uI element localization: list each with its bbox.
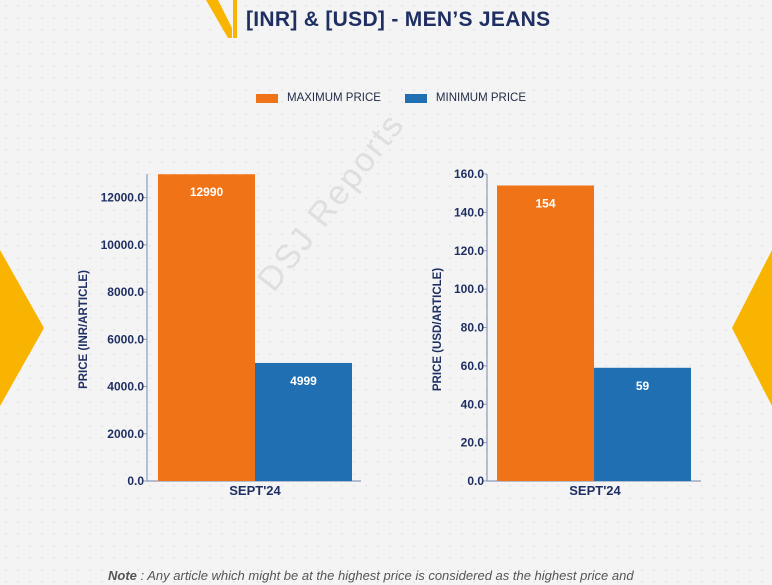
y-tick-label: 80.0: [461, 321, 485, 335]
y-tick-label: 100.0: [454, 282, 484, 296]
bar-max: [158, 174, 255, 482]
x-category-label: SEPT'24: [229, 483, 281, 498]
bar-value-label: 12990: [190, 185, 224, 199]
x-category-label: SEPT'24: [569, 483, 621, 498]
chart-2: 0.0 20.0 40.0 60.0 80.0 100.0 120.0 140.0 160.0 P…: [432, 167, 701, 498]
y-tick-label: 40.0: [461, 397, 485, 411]
bar-min: [594, 367, 691, 481]
footnote-text: : Any article which might be at the high…: [136, 568, 634, 583]
y-tick-label: 4000.0: [107, 380, 144, 394]
legend: MAXIMUM PRICE MINIMUM PRICE: [256, 90, 550, 106]
y-tick-label: 0.0: [127, 474, 144, 488]
y-tick-label: 60.0: [461, 359, 485, 373]
y-tick-label: 160.0: [454, 167, 484, 181]
legend-label-min: MINIMUM PRICE: [435, 92, 527, 104]
right-decorative-chevron: [732, 250, 772, 406]
legend-swatch-min: [404, 93, 427, 103]
legend-item-min: MINIMUM PRICE: [404, 92, 527, 104]
y-tick-label: 2000.0: [107, 427, 144, 441]
y-tick-label: 140.0: [454, 205, 484, 219]
footnote: Note : Any article which might be at the…: [108, 568, 634, 583]
chart-1: 0.0 2000.0 4000.0 6000.0 8000.0 10000.0 12000.…: [78, 174, 361, 498]
y-tick-label: 0.0: [467, 474, 484, 488]
footnote-label: Note: [108, 568, 137, 583]
legend-swatch-max: [256, 93, 278, 103]
y-tick-label: 120.0: [454, 244, 484, 258]
y-tick-label: 10000.0: [101, 238, 145, 252]
y-axis-label: PRICE (USD/ARTICLE): [432, 268, 444, 391]
bar-max: [497, 185, 594, 481]
y-tick-label: 8000.0: [107, 285, 144, 299]
y-tick-label: 6000.0: [107, 332, 144, 346]
bar-value-label: 59: [636, 379, 650, 393]
left-decorative-chevron: [0, 250, 44, 406]
page-title: [INR] & [USD] - MEN’S JEANS: [246, 8, 551, 31]
legend-label-max: MAXIMUM PRICE: [287, 92, 381, 104]
bar-value-label: 154: [535, 197, 555, 211]
y-axis-label: PRICE (INR/ARTICLE): [78, 270, 90, 389]
bar-value-label: 4999: [290, 374, 317, 388]
y-tick-label: 12000.0: [101, 191, 145, 205]
y-tick-label: 20.0: [461, 436, 485, 450]
title-accent-bar: [206, 0, 237, 38]
bar-min: [255, 362, 352, 481]
legend-item-max: MAXIMUM PRICE: [256, 92, 381, 104]
